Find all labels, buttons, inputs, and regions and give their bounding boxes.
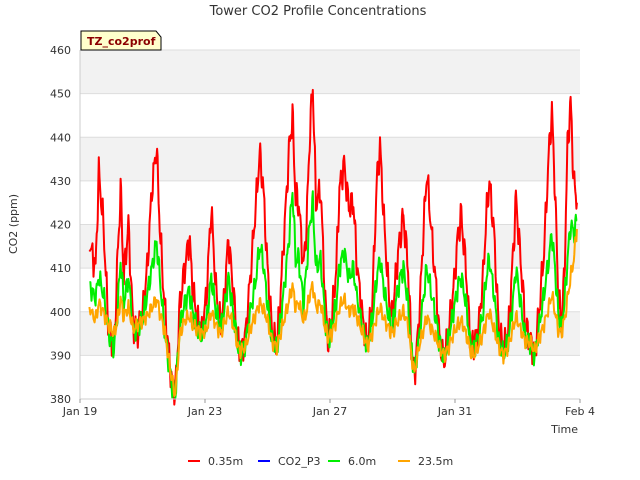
x-tick-label: Feb 4 xyxy=(565,405,595,418)
y-tick-label: 440 xyxy=(50,131,71,144)
plot-band xyxy=(80,137,580,181)
legend: 0.35m CO2_P3 6.0m 23.5m xyxy=(188,455,453,468)
y-tick-labels: 380 390 400 410 420 430 440 450 460 xyxy=(50,44,71,406)
site-tag-badge: TZ_co2prof xyxy=(80,30,162,51)
series-line-23-5m xyxy=(88,228,578,397)
y-tick-label: 390 xyxy=(50,349,71,362)
plot-band xyxy=(80,50,580,94)
site-tag-label: TZ_co2prof xyxy=(87,35,156,48)
y-tick-label: 410 xyxy=(50,262,71,275)
chart-title: Tower CO2 Profile Concentrations xyxy=(209,4,427,19)
x-tick-labels: Jan 19 Jan 23 Jan 27 Jan 31 Feb 4 xyxy=(62,399,595,418)
y-axis-label: CO2 (ppm) xyxy=(7,194,20,254)
gridlines xyxy=(80,49,580,400)
plot-band xyxy=(80,224,580,269)
x-tick-label: Jan 27 xyxy=(312,405,347,418)
x-axis-label: Time xyxy=(550,423,578,436)
x-tick-label: Jan 31 xyxy=(437,405,472,418)
series-layer xyxy=(88,88,578,406)
legend-label: 23.5m xyxy=(418,455,453,468)
legend-label: 6.0m xyxy=(348,455,376,468)
y-tick-label: 380 xyxy=(50,393,71,406)
y-tick-label: 400 xyxy=(50,306,71,319)
legend-label: CO2_P3 xyxy=(278,455,320,468)
y-tick-label: 450 xyxy=(50,88,71,101)
legend-label: 0.35m xyxy=(208,455,243,468)
y-tick-label: 460 xyxy=(50,44,71,57)
x-tick-label: Jan 19 xyxy=(62,405,97,418)
y-tick-label: 420 xyxy=(50,219,71,232)
y-tick-label: 430 xyxy=(50,175,71,188)
x-tick-label: Jan 23 xyxy=(187,405,222,418)
site-tag-box xyxy=(80,30,162,51)
